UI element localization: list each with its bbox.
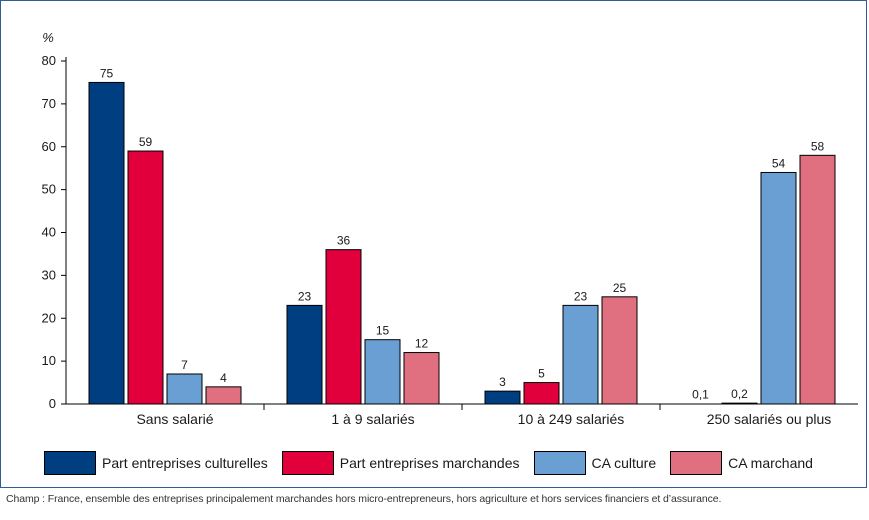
bar (403, 352, 440, 405)
y-tick-label: 40 (42, 225, 56, 240)
data-label: 59 (139, 135, 153, 149)
legend-swatch (533, 451, 586, 475)
bar (88, 81, 125, 405)
legend-label: Part entreprises marchandes (339, 455, 520, 471)
data-label: 54 (772, 156, 786, 170)
legend-item: CA marchand (670, 451, 813, 475)
data-label: 4 (220, 371, 227, 385)
bar (484, 390, 521, 405)
data-label: 75 (100, 66, 114, 80)
legend-label: CA marchand (728, 455, 813, 471)
bar (286, 304, 323, 405)
y-axis-unit-label: % (42, 30, 54, 45)
legend-label: Part entreprises culturelles (102, 455, 268, 471)
legend: Part entreprises culturelles Part entrepr… (44, 451, 827, 475)
data-label: 25 (613, 281, 627, 295)
legend-swatch (281, 451, 334, 475)
data-label: 5 (538, 367, 545, 381)
y-tick-label: 10 (42, 353, 56, 368)
legend-item: Part entreprises culturelles (44, 451, 268, 475)
bar-chart: % 0 10 20 30 40 50 60 70 80 75 59 7 4 23 36 15 12 3 5 23 25… (42, 30, 858, 427)
data-label: 0,1 (692, 388, 709, 402)
y-tick-label: 20 (42, 310, 56, 325)
category-label: 10 à 249 salariés (518, 411, 625, 427)
legend-item: CA culture (533, 451, 657, 475)
data-label: 36 (337, 234, 351, 248)
data-label: 12 (415, 337, 429, 351)
legend-swatch (44, 451, 96, 475)
footnote: Champ : France, ensemble des entreprises… (6, 493, 722, 505)
chart-frame (0, 0, 867, 488)
bar (364, 339, 401, 405)
legend-label: CA culture (591, 455, 657, 471)
bar (127, 150, 164, 405)
bar (760, 171, 797, 405)
category-label: 1 à 9 salariés (331, 411, 414, 427)
y-tick-label: 80 (42, 53, 56, 68)
bar (205, 386, 242, 405)
bar (562, 304, 599, 405)
bar (799, 154, 836, 405)
bar (523, 382, 560, 405)
y-axis: 0 10 20 30 40 50 60 70 80 (42, 53, 67, 411)
y-tick-label: 70 (42, 96, 56, 111)
bar (325, 249, 362, 405)
y-tick-label: 30 (42, 267, 56, 282)
data-label: 58 (811, 139, 825, 153)
category-label: Sans salarié (136, 411, 213, 427)
bar (601, 296, 638, 405)
data-label: 0,2 (731, 387, 748, 401)
y-tick-label: 0 (49, 396, 56, 411)
data-label: 15 (376, 324, 390, 338)
data-label: 23 (574, 289, 588, 303)
y-tick-label: 60 (42, 139, 56, 154)
category-label: 250 salariés ou plus (707, 411, 832, 427)
y-tick-label: 50 (42, 182, 56, 197)
x-axis: Sans salarié 1 à 9 salariés 10 à 249 salar… (66, 403, 858, 427)
legend-item: Part entreprises marchandes (281, 451, 520, 475)
data-label: 23 (298, 289, 312, 303)
bar (166, 373, 203, 405)
legend-swatch (670, 451, 723, 475)
bars-group: 75 59 7 4 23 36 15 12 3 5 23 25 0,1 0,2 54 58 (88, 66, 836, 405)
data-label: 3 (499, 375, 506, 389)
data-label: 7 (181, 358, 188, 372)
